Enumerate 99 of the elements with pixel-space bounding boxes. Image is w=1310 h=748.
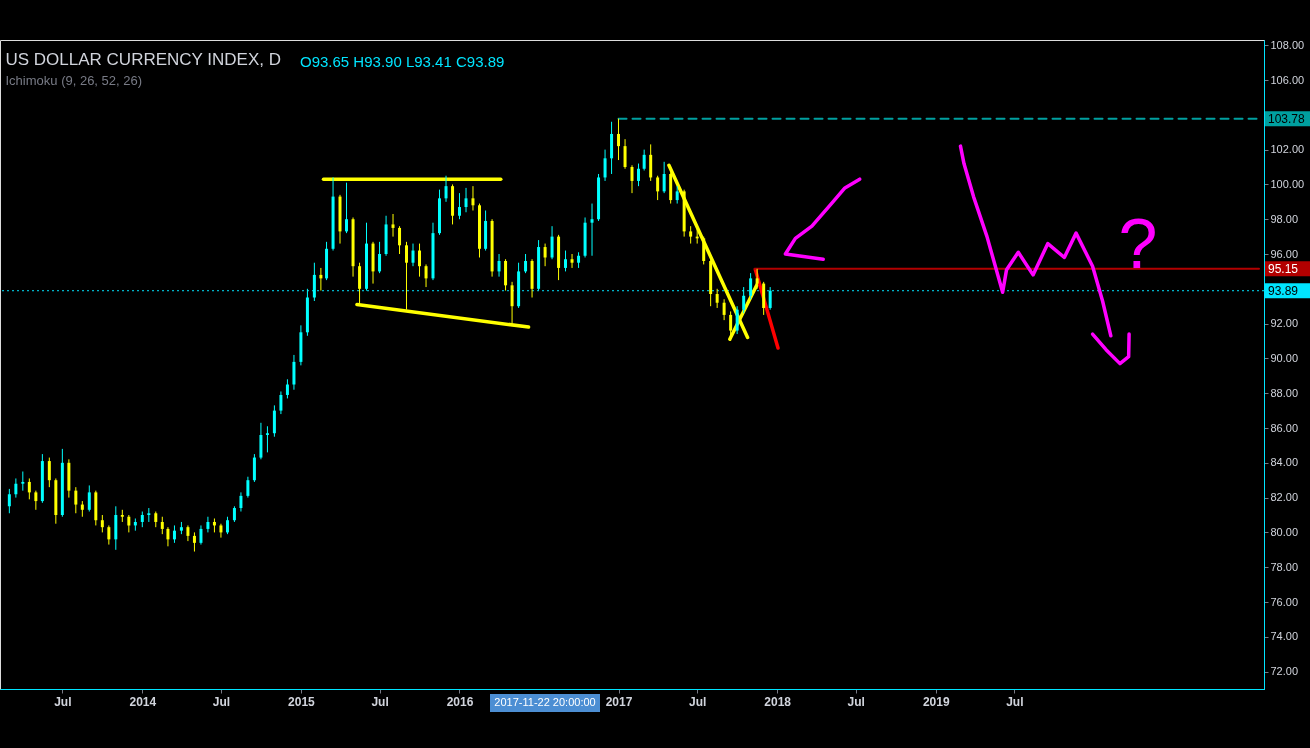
- candlestick: [656, 175, 660, 201]
- candlestick: [107, 524, 111, 546]
- candlestick: [464, 187, 468, 213]
- candlestick: [27, 477, 31, 500]
- y-tick-label: 92.00: [1270, 317, 1299, 330]
- y-tick-label: 90.00: [1270, 351, 1299, 364]
- y-tick-label: 84.00: [1270, 456, 1299, 469]
- candlestick: [458, 192, 461, 220]
- y-tick-label: 98.00: [1270, 212, 1299, 225]
- candlestick: [14, 477, 18, 499]
- y-tick-label: 72.00: [1270, 665, 1299, 678]
- candlestick: [662, 161, 666, 194]
- candlestick: [735, 305, 739, 335]
- candlestick: [424, 263, 428, 288]
- annotation: ?: [1118, 205, 1158, 283]
- y-tick-label: 74.00: [1270, 630, 1299, 643]
- candlestick: [418, 243, 422, 278]
- candlestick: [285, 378, 289, 399]
- candlestick: [649, 143, 653, 182]
- candlestick: [7, 488, 11, 514]
- x-tick-label: 2016: [446, 694, 474, 709]
- candlestick: [265, 425, 269, 453]
- y-tick-label: 88.00: [1270, 386, 1299, 399]
- data-label: 95.15: [1268, 261, 1299, 276]
- y-tick-label: 78.00: [1270, 560, 1299, 573]
- candlestick: [543, 243, 547, 267]
- candlestick: [272, 404, 276, 438]
- candlestick: [246, 476, 250, 499]
- candlestick: [617, 118, 621, 161]
- candlestick: [199, 524, 203, 546]
- candlestick: [378, 241, 382, 274]
- candlestick: [292, 354, 296, 391]
- candlestick: [603, 149, 607, 182]
- candlestick: [722, 298, 726, 321]
- x-tick-label: 2015: [288, 694, 316, 709]
- candlestick: [444, 175, 448, 203]
- candlestick: [74, 486, 78, 514]
- y-tick-label: 108.00: [1270, 38, 1305, 51]
- ref-line-label: 93.89: [1268, 283, 1299, 298]
- x-tick-label: 2018: [764, 694, 792, 709]
- candlestick: [345, 182, 349, 234]
- x-tick-label: Jul: [371, 694, 389, 709]
- text: 2017-11-22 20:00:00: [494, 696, 596, 708]
- y-tick-label: 100.00: [1270, 177, 1305, 190]
- annotation: O93.65 H93.90 L93.41 C93.89: [300, 53, 505, 70]
- candlestick: [319, 267, 323, 292]
- y-tick-label: 76.00: [1270, 595, 1299, 608]
- candlestick: [398, 225, 402, 255]
- candlestick: [742, 286, 746, 314]
- x-tick-label: 2019: [922, 694, 950, 709]
- candlestick: [239, 491, 243, 513]
- line-series: [783, 177, 862, 261]
- candlestick: [570, 253, 574, 269]
- candlestick: [34, 490, 38, 511]
- candlestick: [312, 262, 316, 302]
- candlestick: [206, 516, 210, 533]
- candlestick: [749, 272, 753, 300]
- y-tick-label: 86.00: [1270, 421, 1299, 434]
- candlestick: [524, 253, 528, 274]
- candlestick: [21, 471, 25, 492]
- candlestick: [497, 253, 501, 278]
- line-series: [1090, 332, 1131, 366]
- y-tick-label: 80.00: [1270, 525, 1299, 538]
- x-tick-label: Jul: [847, 694, 865, 709]
- x-tick-label: Jul: [1006, 694, 1024, 709]
- x-tick-label: Jul: [54, 694, 72, 709]
- x-tick-label: Jul: [689, 694, 707, 709]
- candlestick: [471, 185, 475, 212]
- candlestick: [87, 484, 91, 513]
- x-tick-label: 2014: [129, 694, 157, 709]
- candlestick: [166, 526, 170, 547]
- x-tick-label: Jul: [212, 694, 231, 709]
- candlestick: [715, 288, 719, 309]
- x-tick-label: 2017: [605, 694, 633, 709]
- candlestick: [391, 213, 395, 238]
- text: US DOLLAR CURRENCY INDEX, D: [5, 50, 282, 70]
- candlestick: [702, 236, 706, 265]
- candlestick: [630, 164, 634, 194]
- candlestick: [590, 203, 594, 257]
- candlestick: [219, 523, 223, 539]
- candlestick: [259, 422, 263, 460]
- y-tick-label: 96.00: [1270, 247, 1299, 260]
- candlestick: [411, 243, 415, 267]
- data-label: 103.78: [1268, 111, 1306, 126]
- candlestick: [564, 250, 568, 272]
- candlestick: [47, 457, 51, 488]
- candlestick: [550, 225, 554, 260]
- candlestick: [768, 286, 772, 311]
- line-series: [958, 144, 1113, 338]
- candlestick: [623, 138, 627, 170]
- text: Ichimoku (9, 26, 52, 26): [5, 73, 143, 89]
- candlestick: [252, 453, 256, 483]
- y-tick-label: 102.00: [1270, 143, 1305, 156]
- candlestick: [642, 149, 646, 171]
- candlestick: [637, 163, 641, 187]
- y-tick-label: 82.00: [1270, 491, 1299, 504]
- candlestick: [192, 531, 196, 553]
- candlestick: [279, 390, 283, 415]
- y-tick-label: 106.00: [1270, 73, 1305, 86]
